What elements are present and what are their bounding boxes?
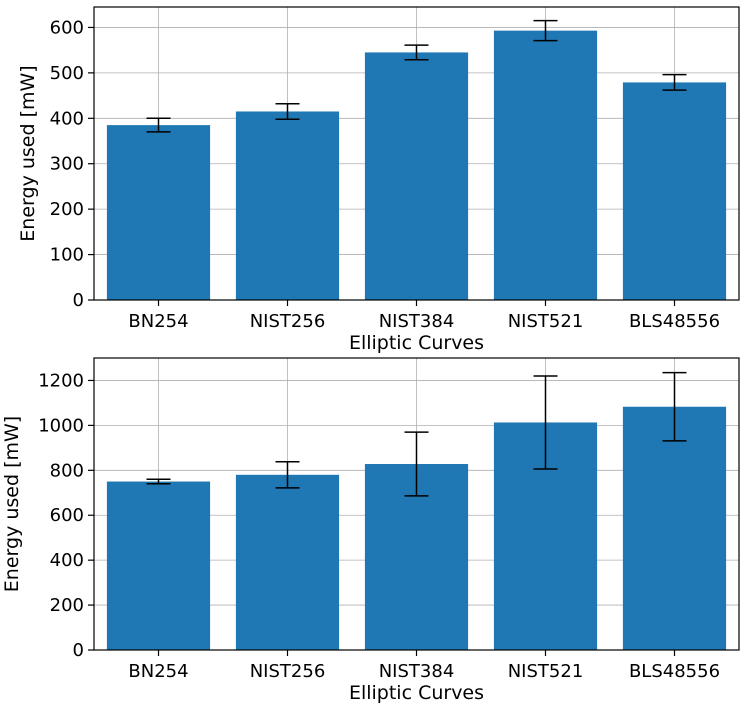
x-tick-label: BLS48556 <box>629 311 720 332</box>
bar-bls48556 <box>622 406 727 650</box>
x-tick-label: NIST521 <box>508 661 584 682</box>
y-tick-label: 400 <box>50 550 84 571</box>
y-tick-label: 400 <box>50 108 84 129</box>
bar-nist256 <box>235 111 340 300</box>
error-bar-bn254 <box>146 117 171 133</box>
bar-nist256 <box>235 474 340 650</box>
x-tick-label: BN254 <box>128 661 188 682</box>
y-axis-label: Energy used [mW] <box>1 416 23 592</box>
y-tick-label: 500 <box>50 63 84 84</box>
error-bar-bn254 <box>146 478 171 485</box>
error-bar-nist256 <box>275 103 300 120</box>
x-tick-label: NIST256 <box>250 661 326 682</box>
bar-nist384 <box>364 52 469 300</box>
chart-panel-1: 0 100 200 300 400 500 600 BN254 NIST256 NIST384 NI… <box>17 6 740 354</box>
y-tick-label: 300 <box>50 154 84 175</box>
y-axis-label: Energy used [mW] <box>17 65 39 241</box>
error-bar-nist384 <box>404 431 429 497</box>
chart-panel-2: 0 200 400 600 800 1000 1200 BN254 NIST256 NIST384… <box>1 357 740 704</box>
error-bar-bls48556 <box>662 73 687 91</box>
x-tick-label: BLS48556 <box>629 661 720 682</box>
y-tick-label: 1200 <box>38 370 84 391</box>
bar-nist521 <box>493 30 598 301</box>
error-bar-nist256 <box>275 461 300 489</box>
y-tick-label: 800 <box>50 460 84 481</box>
error-bar-nist521 <box>533 375 558 470</box>
bar-bls48556 <box>622 82 727 301</box>
bar-bn254 <box>106 481 211 650</box>
error-bar-nist384 <box>404 44 429 61</box>
x-tick-label: NIST384 <box>379 661 455 682</box>
y-tick-label: 200 <box>50 199 84 220</box>
error-bar-bls48556 <box>662 371 687 442</box>
x-axis-label: Elliptic Curves <box>349 332 484 354</box>
y-tick-label: 600 <box>50 17 84 38</box>
x-tick-label: BN254 <box>128 311 188 332</box>
error-bar-nist521 <box>533 19 558 42</box>
x-tick-label: NIST384 <box>379 311 455 332</box>
x-tick-label: NIST521 <box>508 311 584 332</box>
x-tick-label: NIST256 <box>250 311 326 332</box>
y-tick-label: 600 <box>50 505 84 526</box>
y-tick-label: 0 <box>73 640 84 661</box>
y-tick-label: 200 <box>50 595 84 616</box>
y-tick-label: 100 <box>50 245 84 266</box>
y-tick-label: 0 <box>73 290 84 311</box>
x-axis-label: Elliptic Curves <box>349 682 484 704</box>
y-tick-label: 1000 <box>38 415 84 436</box>
bar-bn254 <box>106 125 211 301</box>
